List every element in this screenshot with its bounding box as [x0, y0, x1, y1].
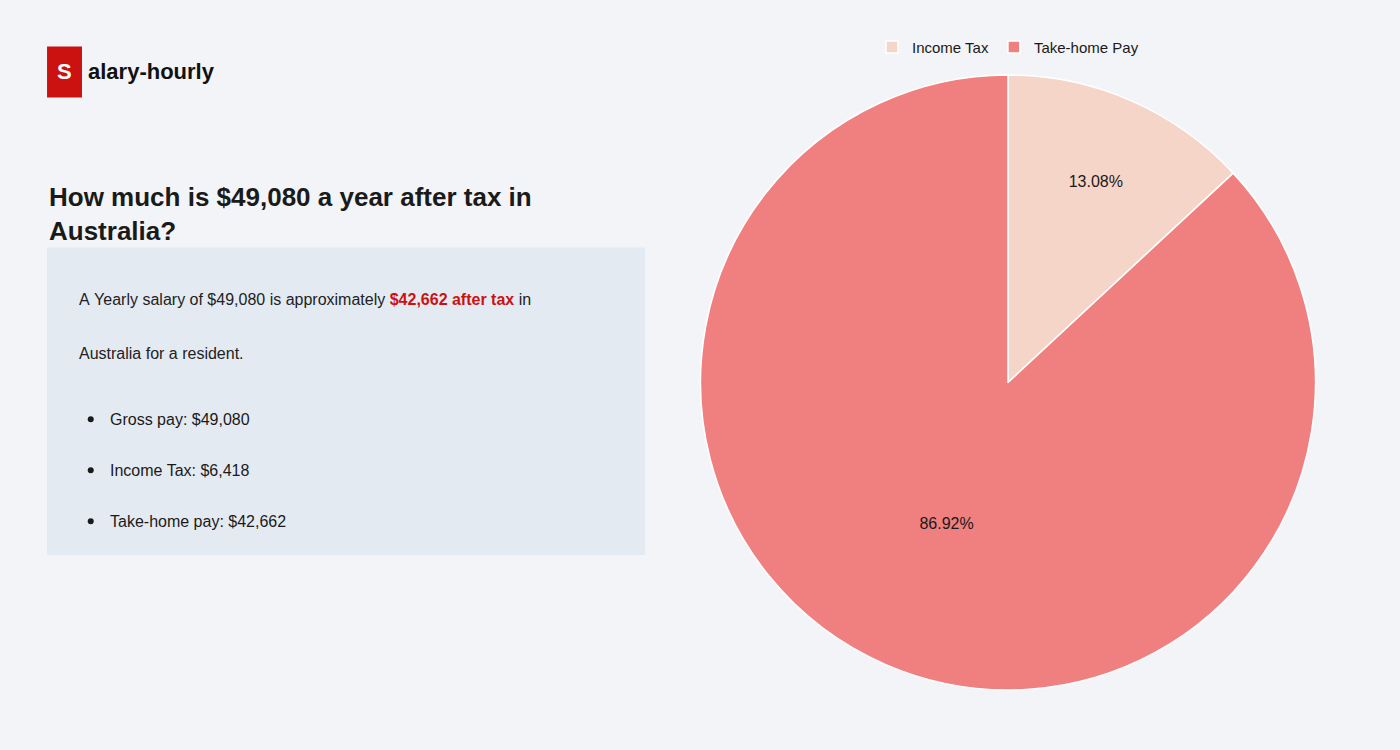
- svg-text:13.08%: 13.08%: [1069, 173, 1123, 190]
- svg-text:Take-home pay: $42,662: Take-home pay: $42,662: [110, 513, 286, 530]
- svg-text:Gross pay: $49,080: Gross pay: $49,080: [110, 411, 250, 428]
- svg-text:A Yearly salary of $49,080 is: A Yearly salary of $49,080 is approximat…: [79, 291, 531, 308]
- svg-text:S: S: [57, 59, 72, 84]
- svg-text:How much is $49,080 a year aft: How much is $49,080 a year after tax inA…: [49, 182, 532, 246]
- svg-text:86.92%: 86.92%: [919, 515, 973, 532]
- svg-text:Australia for a resident.: Australia for a resident.: [79, 345, 244, 362]
- svg-text:Income Tax: Income Tax: [912, 39, 989, 56]
- svg-text:alary-hourly: alary-hourly: [88, 59, 215, 84]
- svg-text:Take-home Pay: Take-home Pay: [1034, 39, 1139, 56]
- svg-text:Income Tax: $6,418: Income Tax: $6,418: [110, 462, 249, 479]
